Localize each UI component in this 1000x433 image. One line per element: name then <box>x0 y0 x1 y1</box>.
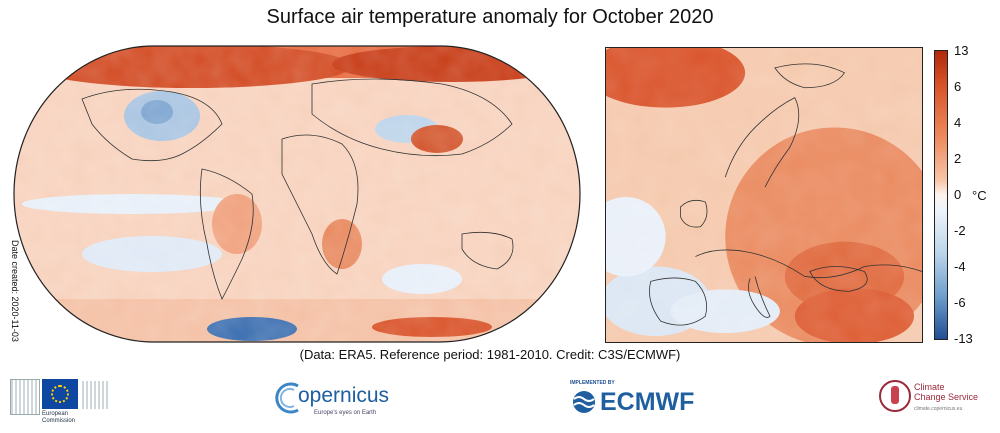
colorbar-tick: -4 <box>954 259 966 274</box>
colorbar <box>934 50 948 340</box>
ec-pattern-icon <box>82 381 110 409</box>
ec-name-line2: Commission <box>42 418 76 424</box>
copernicus-logo: opernicus Europe's eyes on Earth <box>272 378 390 423</box>
europe-texture-overlay <box>606 48 922 342</box>
colorbar-tick: -6 <box>954 295 966 310</box>
copernicus-name: opernicus <box>298 384 390 407</box>
copernicus-c-icon <box>275 382 299 414</box>
colorbar-unit: °C <box>972 188 987 203</box>
colorbar-tick: 6 <box>954 79 962 94</box>
ecmwf-name: ECMWF <box>600 388 695 416</box>
copernicus-tagline: Europe's eyes on Earth <box>314 410 377 416</box>
implemented-by-label: IMPLEMENTED BY <box>570 380 615 386</box>
c3s-tagline: climate.copernicus.eu <box>914 406 963 412</box>
ecmwf-logo: IMPLEMENTED BY ECMWF <box>570 378 700 418</box>
chart-title: Surface air temperature anomaly for Octo… <box>266 6 714 28</box>
data-credit-line: (Data: ERA5. Reference period: 1981-2010… <box>299 347 681 362</box>
eu-flag-icon <box>42 379 78 409</box>
c3s-circle-icon <box>879 380 911 412</box>
colorbar-tick: 0 <box>954 187 962 202</box>
ec-building-icon <box>10 379 40 415</box>
european-commission-logo: European Commission <box>10 375 110 427</box>
coastlines <box>81 78 514 300</box>
c3s-name-line1: Climate <box>914 382 945 392</box>
colorbar-tick: -2 <box>954 223 966 238</box>
colorbar-tick: 4 <box>954 115 962 130</box>
texture-overlay <box>14 46 580 342</box>
colorbar-tick: 13 <box>954 43 969 58</box>
c3s-logo: Climate Change Service climate.copernicu… <box>878 378 988 423</box>
ecmwf-wave-icon <box>573 391 595 413</box>
colorbar-tick: -13 <box>954 331 973 346</box>
europe-map <box>605 47 923 343</box>
europe-coastlines <box>649 63 922 326</box>
c3s-name-line2: Change Service <box>914 392 979 402</box>
world-map-outline <box>13 45 581 343</box>
colorbar-tick: 2 <box>954 151 962 166</box>
ec-name-line1: European <box>42 411 69 417</box>
world-map <box>13 45 581 343</box>
